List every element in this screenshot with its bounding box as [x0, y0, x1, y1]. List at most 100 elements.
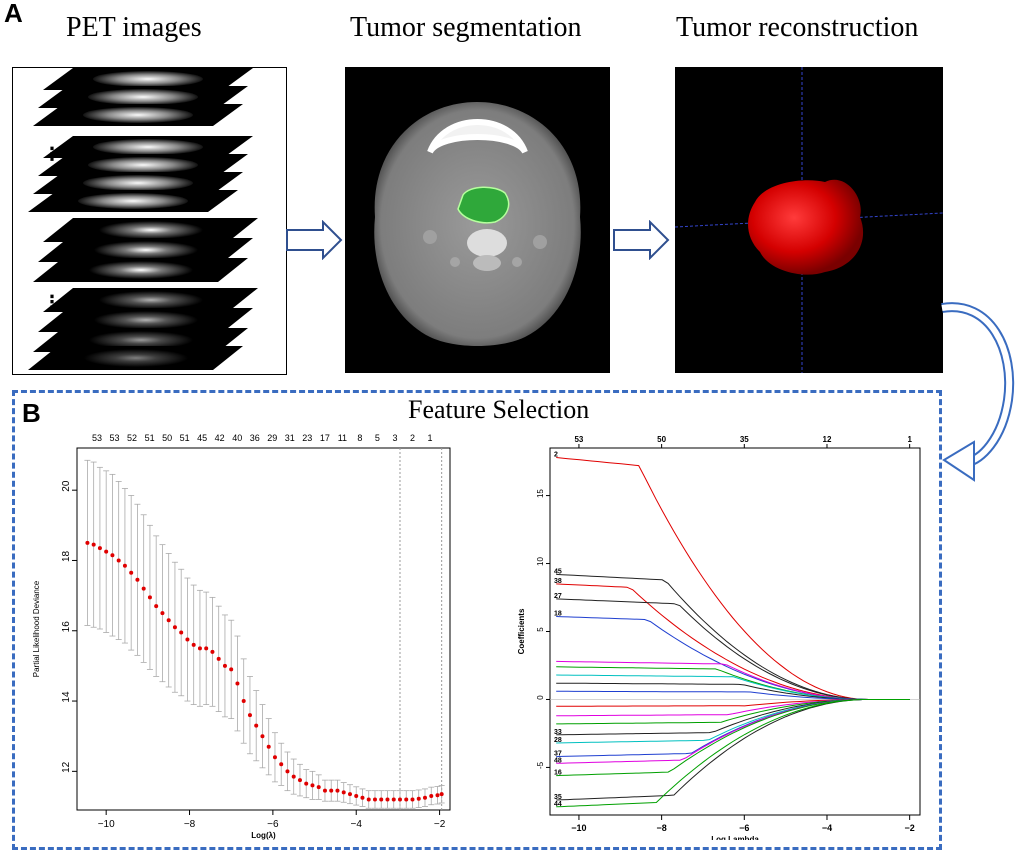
- top-axis-label: 53: [110, 433, 120, 443]
- plot-frame: [549, 447, 921, 816]
- tumor-segmentation-title: Tumor segmentation: [350, 12, 582, 43]
- deviance-point: [391, 797, 396, 802]
- panel-a-letter: A: [4, 0, 23, 28]
- top-axis-label: 50: [162, 433, 172, 443]
- deviance-point: [341, 790, 346, 795]
- deviance-point: [416, 796, 421, 801]
- deviance-point: [110, 553, 115, 558]
- x-tick-label: −2: [905, 823, 915, 833]
- x-tick-label: −4: [351, 819, 363, 830]
- top-axis-label: 1: [427, 433, 432, 443]
- deviance-point: [435, 793, 440, 798]
- coefficient-path: [556, 573, 910, 700]
- deviance-point: [316, 785, 321, 790]
- deviance-point: [285, 769, 290, 774]
- deviance-point: [335, 788, 340, 793]
- deviance-point: [104, 549, 109, 554]
- deviance-point: [135, 577, 140, 582]
- x-tick-label: −10: [571, 823, 586, 833]
- coefficient-path: [556, 699, 910, 725]
- feature-selection-title: Feature Selection: [408, 395, 590, 424]
- segmentation-ct-image: [345, 67, 610, 373]
- deviance-point: [279, 762, 284, 767]
- top-axis-label: 17: [320, 433, 330, 443]
- tumor-reconstruction-image: [674, 67, 944, 373]
- top-axis-label: 45: [197, 433, 207, 443]
- deviance-point: [229, 667, 234, 672]
- coefficient-path: [556, 699, 910, 808]
- deviance-point: [147, 595, 152, 600]
- top-axis-label: 53: [92, 433, 102, 443]
- x-tick-label: −6: [739, 823, 749, 833]
- deviance-point: [247, 713, 252, 718]
- coefficient-path: [556, 699, 910, 801]
- feature-selection-frame: [12, 390, 942, 850]
- top-axis-label: 11: [338, 433, 347, 443]
- path-label: 37: [554, 751, 562, 758]
- tumor-segmentation-mask: [457, 186, 510, 224]
- deviance-point: [304, 781, 309, 786]
- coefficient-path: [556, 616, 910, 700]
- coefficient-path-chart: −10 −8 −6 −4 −2 53 50 35 12 1 -5 0 5 10 15 Log Lambda Co…: [517, 435, 921, 840]
- deviance-point: [366, 797, 371, 802]
- deviance-point: [160, 611, 165, 616]
- y-axis-label: Partial Likelihood Deviance: [32, 580, 41, 677]
- deviance-point: [141, 586, 146, 591]
- top-axis-label: 51: [145, 433, 155, 443]
- top-axis-label: 31: [285, 433, 295, 443]
- x-axis-label: Log(λ): [251, 831, 276, 840]
- path-label: 45: [554, 568, 562, 575]
- deviance-point: [241, 699, 246, 704]
- path-label: 33: [554, 729, 562, 736]
- deviance-point: [322, 788, 327, 793]
- top-tick-label: 35: [740, 435, 749, 444]
- ct-slices-top: [33, 68, 253, 126]
- top-axis-label: 42: [215, 433, 225, 443]
- pet-stack-illustration: ⋮ ⋮: [28, 68, 258, 370]
- y-tick-label: 10: [536, 557, 545, 566]
- top-axis-label: 51: [180, 433, 190, 443]
- pet-image-stack: ⋮ ⋮: [12, 67, 287, 375]
- tumor-3d-mesh: [748, 179, 864, 275]
- top-axis-label: 5: [375, 433, 380, 443]
- y-tick-label: 16: [61, 621, 72, 633]
- deviance-point: [347, 792, 352, 797]
- x-axis-label: Log Lambda: [711, 835, 759, 840]
- deviance-point: [439, 792, 444, 797]
- deviance-point: [216, 656, 221, 661]
- deviance-point: [172, 625, 177, 630]
- top-axis-label: 29: [267, 433, 277, 443]
- top-tick-label: 50: [657, 435, 666, 444]
- x-tick-label: −10: [98, 819, 115, 830]
- deviance-point: [97, 546, 102, 551]
- deviance-point: [204, 646, 209, 651]
- deviance-point: [85, 540, 90, 545]
- tumor-reconstruction-title: Tumor reconstruction: [676, 12, 919, 43]
- y-axis-label: Coefficients: [517, 608, 526, 654]
- deviance-point: [197, 646, 202, 651]
- coefficient-path: [556, 699, 910, 736]
- deviance-point: [179, 630, 184, 635]
- path-label: 16: [554, 770, 562, 777]
- curved-arrow-icon: [941, 302, 1015, 482]
- deviance-point: [385, 797, 390, 802]
- coefficient-path: [556, 699, 910, 777]
- arrow-right-icon-2: [613, 220, 670, 260]
- deviance-point: [410, 797, 415, 802]
- path-label: 44: [554, 801, 562, 808]
- deviance-point: [297, 778, 302, 783]
- y-tick-label: -5: [536, 761, 545, 769]
- y-tick-label: 12: [61, 761, 72, 773]
- deviance-point: [154, 604, 159, 609]
- top-tick-label: 12: [823, 435, 832, 444]
- deviance-point: [116, 558, 121, 563]
- arrow-right-icon-1: [286, 220, 343, 260]
- path-label: 27: [554, 593, 562, 600]
- coefficient-path: [556, 690, 910, 700]
- top-axis-label: 40: [232, 433, 242, 443]
- coefficient-path: [556, 674, 910, 700]
- pet-slices-top: [33, 218, 258, 282]
- top-axis-label: 2: [410, 433, 415, 443]
- path-label: 38: [554, 578, 562, 585]
